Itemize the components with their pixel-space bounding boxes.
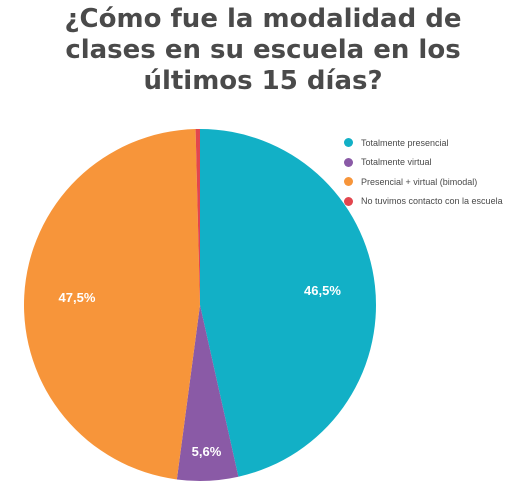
legend-label: Totalmente virtual bbox=[361, 157, 432, 168]
chart-legend: Totalmente presencial Totalmente virtual… bbox=[344, 133, 503, 211]
chart-title-line-3: últimos 15 días? bbox=[143, 66, 383, 96]
legend-swatch bbox=[344, 157, 353, 167]
chart-title-line-1: ¿Cómo fue la modalidad de bbox=[64, 4, 462, 34]
legend-swatch bbox=[344, 177, 353, 187]
legend-swatch bbox=[344, 196, 353, 206]
legend-item: No tuvimos contacto con la escuela bbox=[344, 192, 503, 212]
legend-item: Totalmente virtual bbox=[344, 153, 503, 173]
legend-item: Presencial + virtual (bimodal) bbox=[344, 172, 503, 192]
pie-slice bbox=[176, 305, 239, 481]
pie-value-labels: 46,5% 5,6% 47,5% bbox=[59, 283, 342, 459]
legend-label: Presencial + virtual (bimodal) bbox=[361, 176, 478, 187]
chart-title: ¿Cómo fue la modalidad de clases en su e… bbox=[0, 4, 526, 97]
pie-slice bbox=[200, 129, 377, 477]
chart-title-line-2: clases en su escuela en los bbox=[65, 35, 461, 65]
slice-value-label: 47,5% bbox=[59, 290, 96, 305]
legend-label: Totalmente presencial bbox=[361, 137, 449, 148]
legend-item: Totalmente presencial bbox=[344, 133, 503, 153]
legend-swatch bbox=[344, 138, 353, 148]
slice-value-label: 46,5% bbox=[304, 283, 341, 298]
pie-slice bbox=[24, 129, 200, 480]
legend-label: No tuvimos contacto con la escuela bbox=[361, 196, 503, 207]
pie-slice bbox=[195, 129, 200, 305]
pie-slices bbox=[24, 129, 377, 481]
slice-value-label: 5,6% bbox=[192, 444, 222, 459]
